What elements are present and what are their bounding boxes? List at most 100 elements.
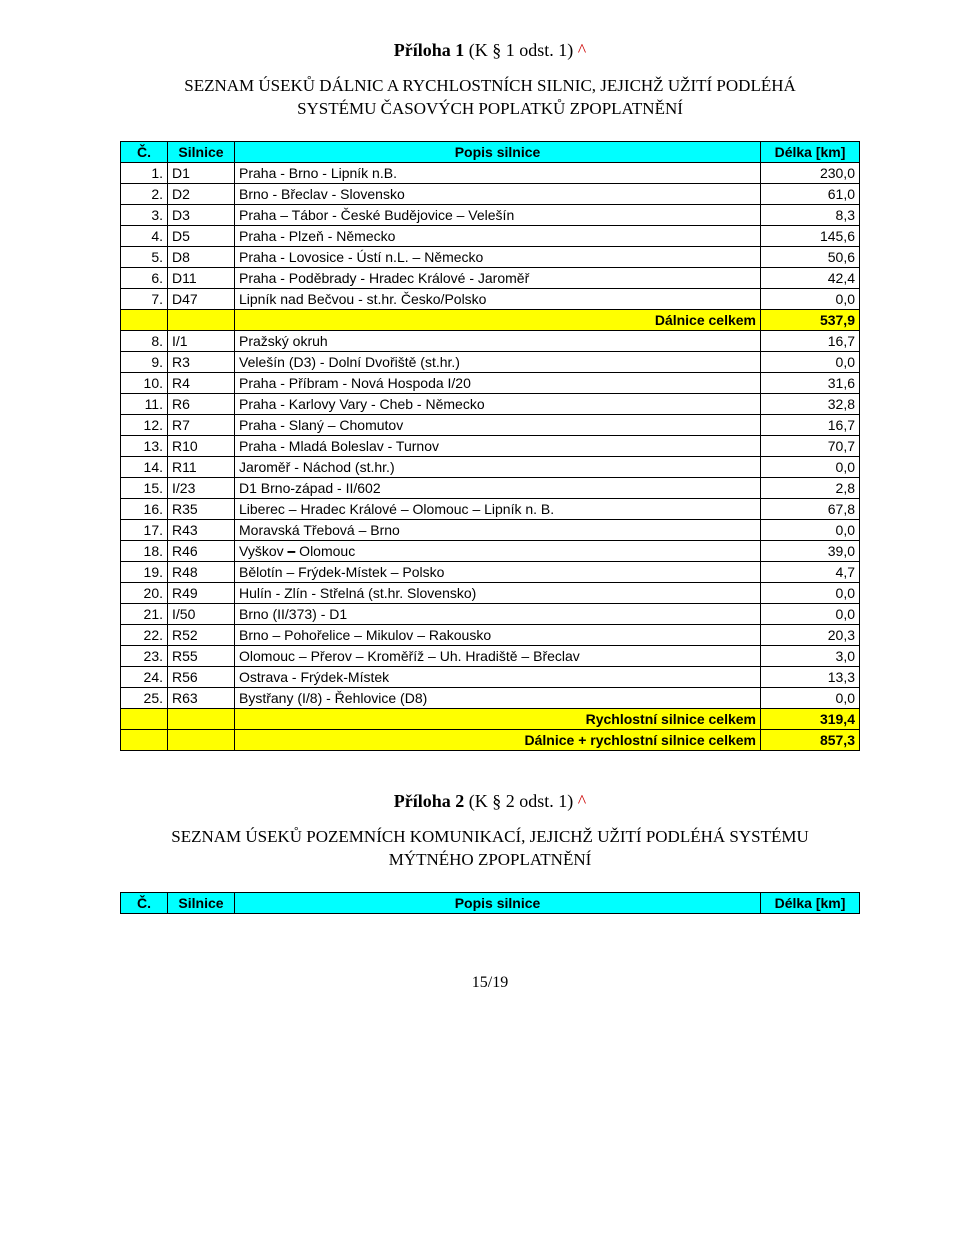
subtotal-dalnice-value: 537,9: [761, 309, 860, 330]
cell-num: 1.: [121, 162, 168, 183]
table-row: 18.R46Vyškov – Olomouc39,0: [121, 540, 860, 561]
annex2-heading-line2: MÝTNÉHO ZPOPLATNĚNÍ: [389, 850, 592, 869]
cell-num: 10.: [121, 372, 168, 393]
cell-code: R46: [168, 540, 235, 561]
annex1-heading-line2: SYSTÉMU ČASOVÝCH POPLATKŮ ZPOPLATNĚNÍ: [297, 99, 683, 118]
total-row: Dálnice + rychlostní silnice celkem 857,…: [121, 729, 860, 750]
table-row: 10.R4Praha - Příbram - Nová Hospoda I/20…: [121, 372, 860, 393]
cell-code: R43: [168, 519, 235, 540]
total-value: 857,3: [761, 729, 860, 750]
cell-len: 0,0: [761, 351, 860, 372]
cell-desc: Vyškov – Olomouc: [235, 540, 761, 561]
table-row: 12.R7Praha - Slaný – Chomutov16,7: [121, 414, 860, 435]
cell-desc: Bystřany (I/8) - Řehlovice (D8): [235, 687, 761, 708]
cell-num: 6.: [121, 267, 168, 288]
cell-len: 16,7: [761, 330, 860, 351]
cell-num: 5.: [121, 246, 168, 267]
table-row: 4.D5Praha - Plzeň - Německo145,6: [121, 225, 860, 246]
cell-len: 3,0: [761, 645, 860, 666]
table-row: 16.R35Liberec – Hradec Králové – Olomouc…: [121, 498, 860, 519]
cell-num: 12.: [121, 414, 168, 435]
cell-code: D3: [168, 204, 235, 225]
annex1-title-prefix: Příloha 1: [394, 40, 465, 60]
cell-len: 0,0: [761, 288, 860, 309]
cell-desc: Praha – Tábor - České Budějovice – Veleš…: [235, 204, 761, 225]
table-row: 22.R52Brno – Pohořelice – Mikulov – Rako…: [121, 624, 860, 645]
col-header-desc: Popis silnice: [235, 141, 761, 162]
table-2: Č. Silnice Popis silnice Délka [km]: [120, 892, 860, 914]
cell-desc: Praha - Mladá Boleslav - Turnov: [235, 435, 761, 456]
cell-num: 24.: [121, 666, 168, 687]
cell-num: 9.: [121, 351, 168, 372]
table-row: 14.R11Jaroměř - Náchod (st.hr.)0,0: [121, 456, 860, 477]
subtotal-dalnice-label: Dálnice celkem: [235, 309, 761, 330]
cell-num: 7.: [121, 288, 168, 309]
cell-desc: Brno (II/373) - D1: [235, 603, 761, 624]
table-row: 7.D47Lipník nad Bečvou - st.hr. Česko/Po…: [121, 288, 860, 309]
cell-len: 32,8: [761, 393, 860, 414]
cell-len: 31,6: [761, 372, 860, 393]
annex1-caret: ^: [578, 40, 586, 60]
table-2-header: Č. Silnice Popis silnice Délka [km]: [121, 892, 860, 913]
cell-len: 42,4: [761, 267, 860, 288]
cell-num: 20.: [121, 582, 168, 603]
cell-desc: Ostrava - Frýdek-Místek: [235, 666, 761, 687]
total-label: Dálnice + rychlostní silnice celkem: [235, 729, 761, 750]
cell-code: I/1: [168, 330, 235, 351]
annex1-heading: SEZNAM ÚSEKŮ DÁLNIC A RYCHLOSTNÍCH SILNI…: [120, 75, 860, 121]
cell-desc: Praha - Lovosice - Ústí n.L. – Německo: [235, 246, 761, 267]
table-row: 13.R10Praha - Mladá Boleslav - Turnov70,…: [121, 435, 860, 456]
cell-desc: Velešín (D3) - Dolní Dvořiště (st.hr.): [235, 351, 761, 372]
cell-code: R48: [168, 561, 235, 582]
cell-num: 11.: [121, 393, 168, 414]
cell-num: 25.: [121, 687, 168, 708]
table-row: 11.R6Praha - Karlovy Vary - Cheb - Němec…: [121, 393, 860, 414]
cell-code: D1: [168, 162, 235, 183]
cell-desc: Jaroměř - Náchod (st.hr.): [235, 456, 761, 477]
cell-code: R3: [168, 351, 235, 372]
cell-len: 39,0: [761, 540, 860, 561]
cell-len: 20,3: [761, 624, 860, 645]
col-header-code: Silnice: [168, 141, 235, 162]
annex2-title-paren: (K § 2 odst. 1): [464, 791, 578, 811]
cell-code: R10: [168, 435, 235, 456]
subtotal-dalnice: Dálnice celkem 537,9: [121, 309, 860, 330]
cell-num: 17.: [121, 519, 168, 540]
table-row: 19.R48Bělotín – Frýdek-Místek – Polsko4,…: [121, 561, 860, 582]
cell-num: 19.: [121, 561, 168, 582]
cell-desc: Pražský okruh: [235, 330, 761, 351]
annex2-heading: SEZNAM ÚSEKŮ POZEMNÍCH KOMUNIKACÍ, JEJIC…: [120, 826, 860, 872]
cell-num: 3.: [121, 204, 168, 225]
cell-desc: Moravská Třebová – Brno: [235, 519, 761, 540]
cell-len: 0,0: [761, 519, 860, 540]
cell-len: 61,0: [761, 183, 860, 204]
cell-num: 4.: [121, 225, 168, 246]
cell-code: D2: [168, 183, 235, 204]
table-row: 17.R43Moravská Třebová – Brno0,0: [121, 519, 860, 540]
cell-desc: Olomouc – Přerov – Kroměříž – Uh. Hradiš…: [235, 645, 761, 666]
cell-len: 0,0: [761, 603, 860, 624]
table-1: Č. Silnice Popis silnice Délka [km] 1.D1…: [120, 141, 860, 751]
col-header-len: Délka [km]: [761, 141, 860, 162]
table-row: 23.R55Olomouc – Přerov – Kroměříž – Uh. …: [121, 645, 860, 666]
cell-num: 21.: [121, 603, 168, 624]
cell-len: 8,3: [761, 204, 860, 225]
cell-desc: Lipník nad Bečvou - st.hr. Česko/Polsko: [235, 288, 761, 309]
table-row: 8.I/1Pražský okruh16,7: [121, 330, 860, 351]
cell-desc: Praha - Poděbrady - Hradec Králové - Jar…: [235, 267, 761, 288]
table-row: 24.R56Ostrava - Frýdek-Místek13,3: [121, 666, 860, 687]
cell-code: R52: [168, 624, 235, 645]
t2-col-header-desc: Popis silnice: [235, 892, 761, 913]
cell-desc: Praha - Brno - Lipník n.B.: [235, 162, 761, 183]
cell-len: 13,3: [761, 666, 860, 687]
cell-len: 16,7: [761, 414, 860, 435]
table-row: 5.D8Praha - Lovosice - Ústí n.L. – Němec…: [121, 246, 860, 267]
table-row: 9.R3Velešín (D3) - Dolní Dvořiště (st.hr…: [121, 351, 860, 372]
cell-num: 18.: [121, 540, 168, 561]
cell-desc: Praha - Karlovy Vary - Cheb - Německo: [235, 393, 761, 414]
cell-code: R11: [168, 456, 235, 477]
table-row: 25.R63Bystřany (I/8) - Řehlovice (D8)0,0: [121, 687, 860, 708]
cell-code: D5: [168, 225, 235, 246]
cell-desc: D1 Brno-západ - II/602: [235, 477, 761, 498]
cell-code: R35: [168, 498, 235, 519]
